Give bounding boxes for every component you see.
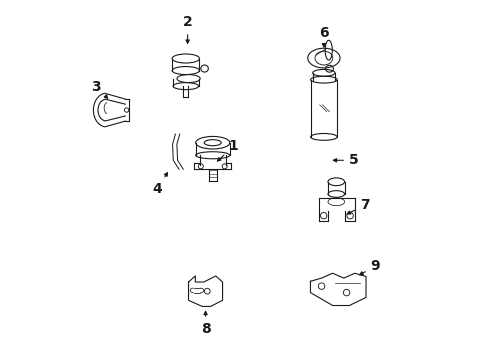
Text: 8: 8 xyxy=(201,311,210,336)
Text: 5: 5 xyxy=(333,153,359,167)
Text: 9: 9 xyxy=(360,259,380,275)
Text: 1: 1 xyxy=(218,139,239,161)
Text: 4: 4 xyxy=(152,173,168,196)
Text: 2: 2 xyxy=(183,15,193,43)
Text: 7: 7 xyxy=(347,198,369,214)
Text: 3: 3 xyxy=(91,80,108,98)
Text: 6: 6 xyxy=(319,26,329,47)
